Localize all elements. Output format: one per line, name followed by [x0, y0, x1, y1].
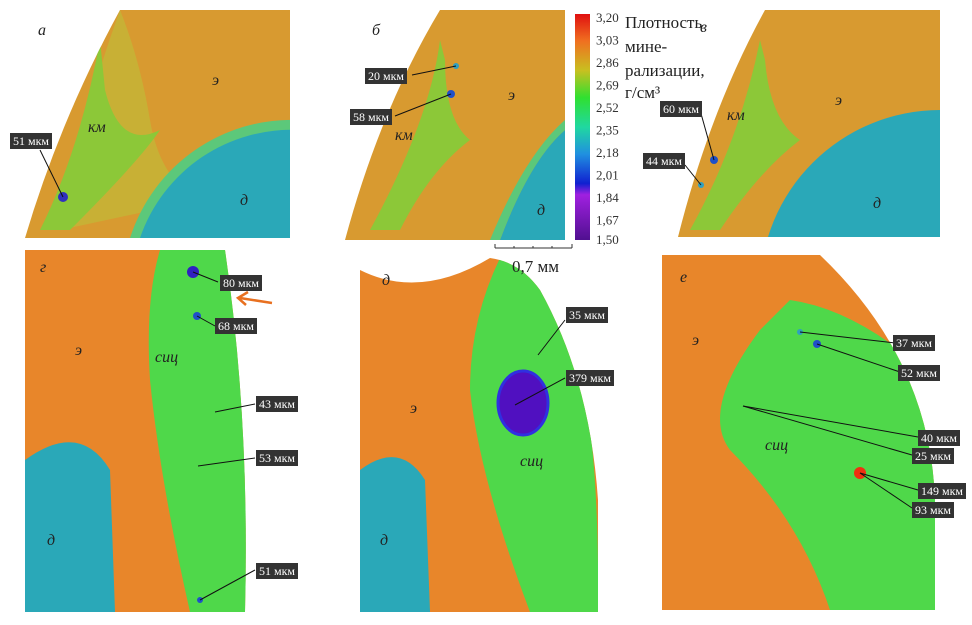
panel-b-image — [345, 10, 565, 240]
colorbar-tick: 3,20 — [596, 10, 619, 25]
arrow-icon — [235, 290, 273, 306]
colorbar-tick: 2,35 — [596, 123, 619, 138]
measurement-label: 379 мкм — [566, 370, 615, 386]
colorbar-tick: 1,84 — [596, 190, 619, 205]
panel-letter: б — [372, 22, 381, 39]
measurement-label: 60 мкм — [660, 101, 703, 117]
measurement-label: 52 мкм — [898, 365, 941, 381]
measurement-label: 149 мкм — [918, 483, 967, 499]
region-label: км — [395, 127, 413, 144]
region-label: э — [75, 342, 82, 359]
region-label: д — [240, 192, 248, 209]
panel-letter: д — [382, 272, 390, 289]
measurement-label: 35 мкм — [566, 307, 609, 323]
measurement-label: 58 мкм — [350, 109, 393, 125]
region-label: км — [88, 119, 106, 136]
measurement-label: 43 мкм — [256, 396, 299, 412]
panel-letter: в — [700, 19, 707, 36]
colorbar — [575, 14, 590, 240]
measurement-label: 80 мкм — [220, 275, 263, 291]
panel-e-image — [662, 255, 935, 610]
colorbar-ticks: 3,20 3,03 2,86 2,69 2,52 2,35 2,18 2,01 … — [596, 10, 619, 247]
colorbar-title: мине- — [625, 37, 667, 56]
region-label: э — [692, 332, 699, 349]
panel-g-image — [25, 250, 246, 612]
colorbar-tick: 2,86 — [596, 55, 619, 70]
panel-a-image — [25, 10, 290, 238]
colorbar-tick: 1,50 — [596, 232, 619, 247]
region-label: сиц — [155, 349, 178, 366]
colorbar-tick: 2,52 — [596, 100, 619, 115]
measurement-label: 40 мкм — [918, 430, 961, 446]
measurement-label: 53 мкм — [256, 450, 299, 466]
region-label: д — [873, 195, 881, 212]
panel-letter: г — [40, 259, 46, 276]
scale-bar — [494, 244, 573, 249]
colorbar-tick: 2,01 — [596, 168, 619, 183]
colorbar-title: рализации, — [625, 61, 705, 80]
colorbar-tick: 2,18 — [596, 145, 619, 160]
region-label: э — [835, 92, 842, 109]
panel-letter: е — [680, 269, 687, 286]
region-label: э — [508, 87, 515, 104]
colorbar-title: г/см³ — [625, 83, 660, 102]
measurement-label: 51 мкм — [256, 563, 299, 579]
measurement-label: 25 мкм — [912, 448, 955, 464]
scale-bar-label: 0,7 мм — [512, 257, 559, 276]
region-label: д — [380, 532, 388, 549]
leader-lines — [39, 65, 919, 601]
colorbar-tick: 1,67 — [596, 213, 619, 228]
measurement-label: 37 мкм — [893, 335, 936, 351]
measurement-label: 44 мкм — [643, 153, 686, 169]
region-label: д — [537, 202, 545, 219]
region-label: э — [410, 400, 417, 417]
panel-letter: а — [38, 22, 46, 39]
measurement-label: 20 мкм — [365, 68, 408, 84]
colorbar-title: Плотность — [625, 13, 702, 32]
measurement-label: 93 мкм — [912, 502, 955, 518]
colorbar-tick: 2,69 — [596, 78, 619, 93]
colorbar-tick: 3,03 — [596, 33, 619, 48]
panel-d-image — [360, 258, 598, 612]
region-label: сиц — [765, 437, 788, 454]
measurement-label: 68 мкм — [215, 318, 258, 334]
region-label: км — [727, 107, 745, 124]
region-label: э — [212, 72, 219, 89]
measurement-label: 51 мкм — [10, 133, 53, 149]
region-label: сиц — [520, 453, 543, 470]
region-label: д — [47, 532, 55, 549]
